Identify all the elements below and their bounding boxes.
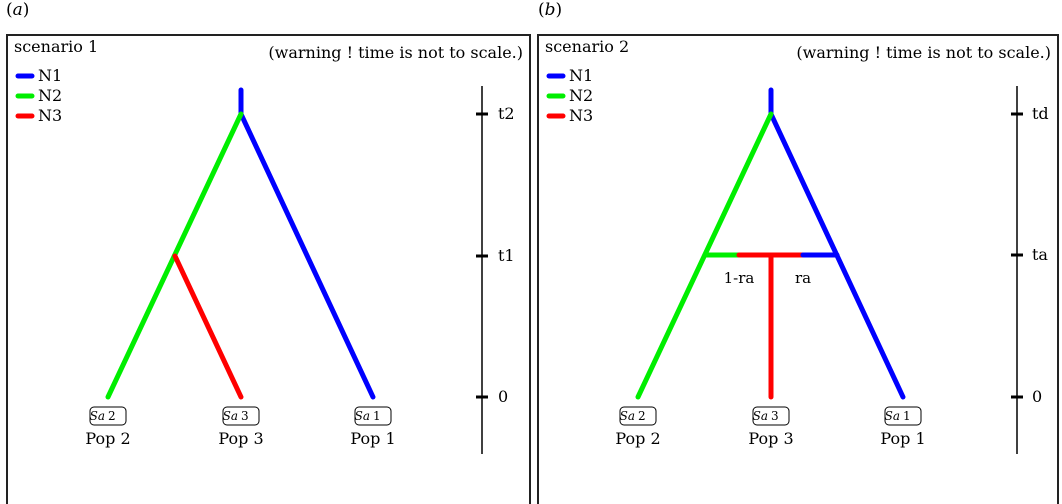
- sample-pop3: Sa 3 Pop 3: [218, 406, 264, 448]
- pop-label: Pop 2: [85, 429, 130, 448]
- scenario-1-panel: scenario 1 (warning ! time is not to sca…: [6, 34, 531, 504]
- legend: N1 N2 N3: [546, 66, 593, 125]
- sample-pop2: Sa 2 Pop 2: [615, 406, 661, 448]
- population-tree: [635, 87, 906, 400]
- pop-label: Pop 1: [350, 429, 395, 448]
- pop-label: Pop 3: [218, 429, 263, 448]
- population-tree: [105, 87, 376, 400]
- pop-label: Pop 3: [748, 429, 793, 448]
- branch-pop1-n1: [238, 111, 376, 400]
- scenario-2-panel: scenario 2 (warning ! time is not to sca…: [537, 34, 1059, 504]
- panel-a-label: (a): [6, 0, 30, 20]
- sample-box: [89, 406, 127, 426]
- time-label-ta: ta: [1032, 245, 1048, 264]
- sample-pop2: Sa 2 Pop 2: [85, 406, 131, 448]
- sample-prefix: Sa: [90, 409, 105, 423]
- sample-box: [222, 406, 260, 426]
- sample-pop1: Sa 1 Pop 1: [880, 406, 926, 448]
- legend-label-n3: N3: [569, 106, 593, 125]
- scenario-title: scenario 1: [14, 37, 98, 56]
- scenario-2-diagram: scenario 2 (warning ! time is not to sca…: [545, 37, 1051, 454]
- sample-prefix: Sa: [223, 409, 238, 423]
- legend-label-n3: N3: [38, 106, 62, 125]
- legend-label-n1: N1: [569, 66, 593, 85]
- pop-label: Pop 2: [615, 429, 660, 448]
- sample-number: 1: [903, 409, 911, 423]
- sample-box: [752, 406, 790, 426]
- legend: N1 N2 N3: [15, 66, 62, 125]
- pop-label: Pop 1: [880, 429, 925, 448]
- sample-box: [884, 406, 922, 426]
- sample-number: 3: [771, 409, 779, 423]
- time-scale-warning: (warning ! time is not to scale.): [268, 43, 523, 62]
- time-axis: td ta 0: [1011, 86, 1049, 454]
- admix-label-ra: ra: [795, 269, 811, 287]
- sample-prefix: Sa: [355, 409, 370, 423]
- time-label-t1: t1: [498, 246, 515, 265]
- admix-label-1-ra: 1-ra: [724, 269, 755, 287]
- sample-pop3: Sa 3 Pop 3: [748, 406, 794, 448]
- legend-label-n1: N1: [38, 66, 62, 85]
- sample-number: 2: [638, 409, 646, 423]
- time-label-0: 0: [1032, 387, 1042, 406]
- sample-prefix: Sa: [753, 409, 768, 423]
- sample-prefix: Sa: [885, 409, 900, 423]
- sample-box: [354, 406, 392, 426]
- time-label-td: td: [1032, 104, 1049, 123]
- branch-pop3-n3: [172, 253, 244, 400]
- legend-label-n2: N2: [38, 86, 62, 105]
- time-scale-warning: (warning ! time is not to scale.): [796, 43, 1051, 62]
- scenario-title: scenario 2: [545, 37, 629, 56]
- time-label-t2: t2: [498, 104, 515, 123]
- sample-box: [619, 406, 657, 426]
- sample-prefix: Sa: [620, 409, 635, 423]
- time-axis: t2 t1 0: [476, 86, 515, 454]
- time-label-0: 0: [498, 387, 508, 406]
- panel-b-label: (b): [538, 0, 563, 20]
- sample-pop1: Sa 1 Pop 1: [350, 406, 396, 448]
- sample-number: 2: [108, 409, 116, 423]
- legend-label-n2: N2: [569, 86, 593, 105]
- scenario-1-diagram: scenario 1 (warning ! time is not to sca…: [14, 37, 523, 454]
- sample-number: 1: [373, 409, 381, 423]
- sample-number: 3: [241, 409, 249, 423]
